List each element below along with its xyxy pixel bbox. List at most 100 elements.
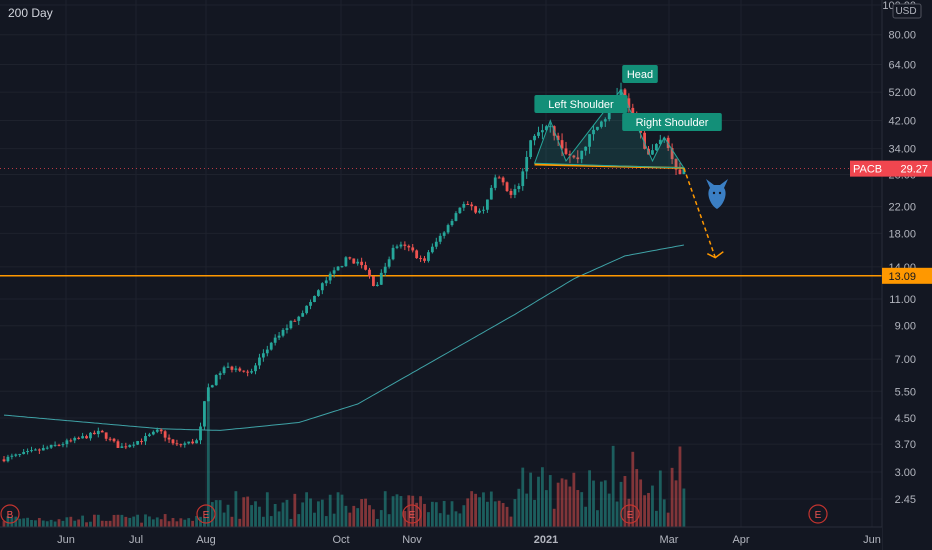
- candle: [246, 369, 250, 377]
- x-tick-label: Apr: [732, 534, 749, 546]
- volume-bar: [368, 505, 371, 527]
- candle: [352, 258, 356, 264]
- volume-bar: [415, 502, 419, 527]
- candle: [442, 231, 446, 239]
- candle: [179, 443, 183, 448]
- candle: [344, 256, 348, 267]
- candle: [348, 256, 352, 260]
- candle: [336, 265, 340, 271]
- candle: [183, 441, 187, 448]
- volume-bar: [541, 467, 544, 527]
- svg-text:E: E: [627, 510, 634, 521]
- volume-bar: [639, 479, 643, 527]
- volume-bar: [183, 519, 187, 527]
- volume-bar: [187, 518, 191, 527]
- volume-bar: [560, 478, 564, 527]
- volume-bars: [2, 397, 686, 527]
- volume-bar: [242, 497, 246, 527]
- candle: [289, 320, 293, 330]
- candle: [368, 267, 371, 279]
- event-marker: B: [0, 504, 20, 524]
- candle: [521, 168, 525, 191]
- volume-bar: [513, 499, 517, 527]
- x-tick-label: Aug: [196, 534, 216, 546]
- volume-bar: [171, 517, 175, 527]
- candle: [328, 271, 332, 284]
- volume-bar: [254, 501, 257, 527]
- volume-bar: [14, 516, 18, 527]
- volume-bar: [37, 517, 41, 527]
- candle: [269, 341, 273, 351]
- volume-bar: [328, 494, 332, 527]
- candle: [564, 141, 568, 156]
- volume-bar: [497, 500, 501, 527]
- volume-bar: [289, 518, 293, 527]
- moving-average: [3, 244, 684, 431]
- volume-bar: [313, 512, 316, 527]
- candle: [603, 117, 607, 127]
- volume-bar: [603, 480, 607, 527]
- volume-bar: [623, 476, 627, 527]
- candle: [199, 422, 202, 445]
- candle: [375, 282, 379, 287]
- candle: [159, 428, 163, 434]
- volume-bar: [261, 516, 265, 527]
- volume-bar: [104, 520, 108, 527]
- volume-bar: [309, 498, 312, 527]
- candle: [654, 143, 658, 152]
- candle: [482, 206, 485, 214]
- volume-bar: [548, 475, 552, 527]
- volume-bar: [627, 498, 631, 527]
- candle: [474, 205, 477, 214]
- candle: [14, 453, 18, 458]
- volume-bar: [265, 492, 269, 527]
- candle: [254, 363, 257, 375]
- candle: [26, 448, 29, 455]
- volume-bar: [501, 503, 505, 527]
- volume-bar: [116, 514, 120, 527]
- candle: [89, 431, 92, 441]
- candle: [6, 454, 10, 463]
- candle: [214, 374, 218, 386]
- candle: [116, 439, 120, 448]
- candle: [568, 150, 572, 164]
- volume-bar: [65, 517, 69, 527]
- candle: [324, 277, 328, 287]
- candle: [383, 262, 387, 277]
- y-tick-label: 9.00: [895, 321, 916, 333]
- candle: [379, 269, 383, 285]
- volume-bar: [383, 491, 387, 527]
- volume-bar: [222, 512, 226, 527]
- volume-bar: [112, 514, 116, 527]
- volume-bar: [320, 499, 324, 527]
- volume-bar: [485, 501, 489, 527]
- candle: [627, 93, 631, 113]
- volume-bar: [230, 516, 234, 527]
- candle: [309, 299, 312, 310]
- volume-bar: [651, 485, 654, 527]
- candle: [489, 185, 493, 200]
- x-tick-label: Oct: [332, 534, 349, 546]
- volume-bar: [195, 516, 198, 527]
- volume-bar: [387, 514, 391, 527]
- ma-200-line: [3, 244, 684, 431]
- volume-bar: [210, 502, 214, 527]
- volume-bar: [206, 397, 210, 527]
- volume-bar: [533, 499, 536, 527]
- candle: [576, 150, 580, 164]
- volume-bar: [643, 495, 646, 527]
- volume-bar: [293, 493, 297, 527]
- volume-bar: [191, 520, 195, 527]
- candle: [281, 328, 285, 338]
- candle: [651, 144, 654, 155]
- volume-bar: [360, 499, 364, 527]
- volume-bar: [163, 514, 167, 527]
- svg-text:Head: Head: [627, 69, 653, 81]
- grid: [0, 0, 882, 527]
- volume-bar: [482, 492, 485, 527]
- candle: [148, 432, 151, 437]
- volume-bar: [576, 490, 580, 527]
- y-tick-label: 11.00: [889, 294, 916, 306]
- volume-bar: [41, 520, 45, 527]
